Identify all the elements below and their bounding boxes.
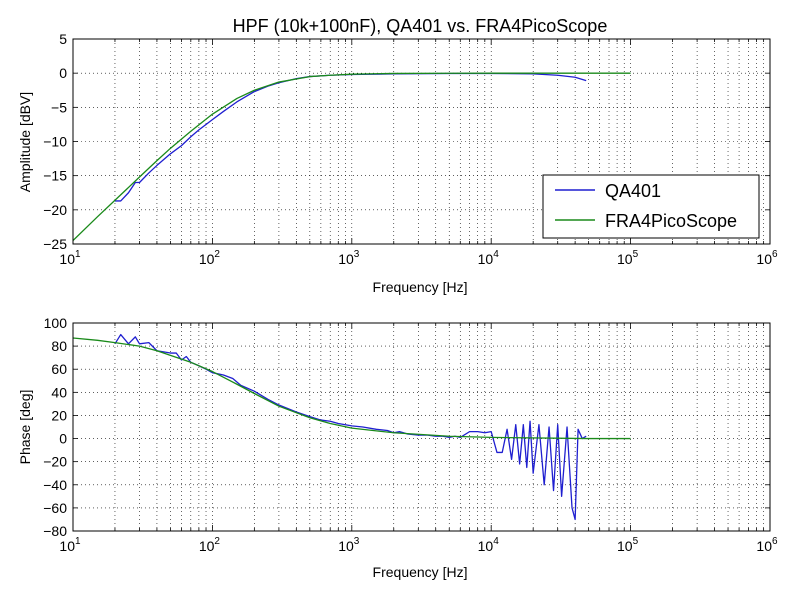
legend-label-fra4picoscope: FRA4PicoScope bbox=[605, 211, 737, 231]
phase-xtick-label: 106 bbox=[756, 536, 778, 554]
phase-series-fra4picoscope bbox=[73, 337, 631, 440]
phase-ytick-label: 0 bbox=[59, 431, 67, 447]
phase-xtick-label: 101 bbox=[59, 536, 81, 554]
phase-ytick-label: 100 bbox=[44, 315, 68, 331]
legend-label-qa401: QA401 bbox=[605, 181, 661, 201]
phase-ytick-label: 40 bbox=[51, 384, 67, 400]
amplitude-ylabel: Amplitude [dBV] bbox=[17, 92, 33, 192]
legend: QA401 FRA4PicoScope bbox=[542, 174, 760, 239]
phase-xtick-label: 104 bbox=[478, 536, 500, 554]
amplitude-xtick-label: 102 bbox=[199, 249, 221, 267]
phase-ytick-label: −20 bbox=[43, 454, 67, 470]
amplitude-ytick-label: 5 bbox=[59, 31, 67, 47]
phase-xtick-label: 103 bbox=[338, 536, 360, 554]
amplitude-series-fra4picoscope bbox=[73, 72, 631, 242]
phase-ylabel: Phase [deg] bbox=[17, 390, 33, 465]
amplitude-xtick-label: 105 bbox=[617, 249, 639, 267]
phase-ytick-label: 20 bbox=[51, 407, 67, 423]
phase-ytick-label: −80 bbox=[43, 523, 67, 539]
amplitude-ytick-label: −25 bbox=[43, 236, 67, 252]
amplitude-xlabel: Frequency [Hz] bbox=[373, 279, 468, 295]
amplitude-xtick-label: 101 bbox=[59, 249, 81, 267]
phase-plot-frame bbox=[72, 322, 771, 532]
amplitude-ytick-label: −10 bbox=[43, 134, 67, 150]
phase-series-qa401 bbox=[114, 333, 587, 521]
phase-xtick-label: 102 bbox=[199, 536, 221, 554]
amplitude-series-qa401 bbox=[114, 72, 587, 202]
amplitude-ytick-label: −5 bbox=[51, 99, 67, 115]
phase-ytick-label: −40 bbox=[43, 477, 67, 493]
amplitude-plot-frame bbox=[72, 38, 771, 245]
phase-xtick-label: 105 bbox=[617, 536, 639, 554]
phase-xlabel: Frequency [Hz] bbox=[373, 564, 468, 580]
legend-box bbox=[542, 174, 760, 239]
phase-ytick-label: 80 bbox=[51, 338, 67, 354]
amplitude-ytick-label: −20 bbox=[43, 202, 67, 218]
amplitude-xtick-label: 104 bbox=[478, 249, 500, 267]
phase-ytick-label: 60 bbox=[51, 361, 67, 377]
amplitude-xtick-label: 106 bbox=[756, 249, 778, 267]
phase-ytick-label: −60 bbox=[43, 500, 67, 516]
amplitude-xtick-label: 103 bbox=[338, 249, 360, 267]
amplitude-ytick-label: −15 bbox=[43, 168, 67, 184]
amplitude-ytick-label: 0 bbox=[59, 65, 67, 81]
chart-title: HPF (10k+100nF), QA401 vs. FRA4PicoScope bbox=[233, 16, 608, 36]
